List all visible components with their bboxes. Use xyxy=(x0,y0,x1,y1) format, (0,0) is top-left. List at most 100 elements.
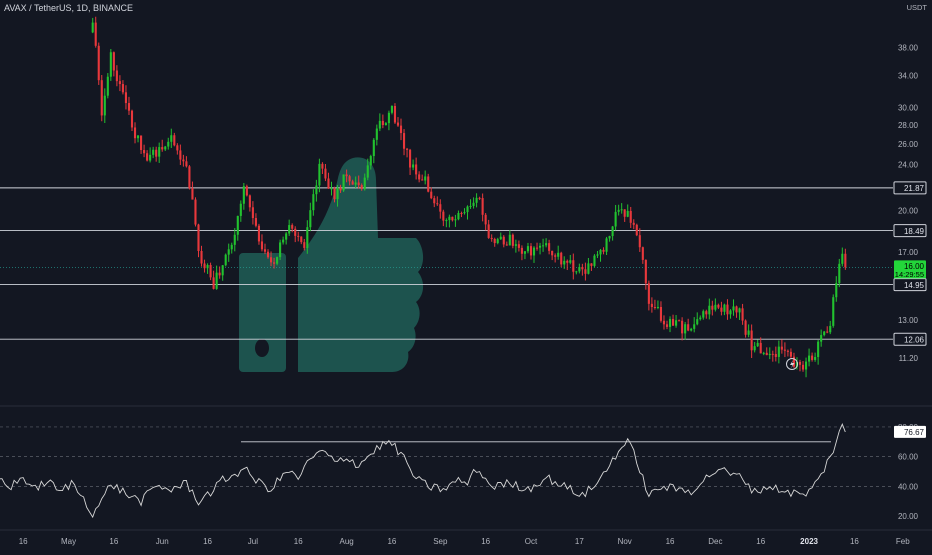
candle-body xyxy=(312,194,315,211)
candle-body xyxy=(671,318,675,326)
candle-body xyxy=(783,349,786,351)
candle-body xyxy=(399,125,403,134)
candle-body xyxy=(490,237,493,239)
candle-body xyxy=(224,254,227,266)
candle-body xyxy=(641,247,644,260)
candle-body xyxy=(402,133,406,149)
candle-body xyxy=(354,182,357,185)
lightning-icon[interactable] xyxy=(786,358,798,370)
candle-body xyxy=(357,182,360,186)
candle-body xyxy=(418,174,421,180)
time-tick-label: 17 xyxy=(575,537,584,546)
candle-body xyxy=(611,226,614,237)
candle-body xyxy=(212,277,215,289)
candle-body xyxy=(203,263,206,269)
time-tick-label: 2023 xyxy=(800,537,818,546)
candle-body xyxy=(263,249,267,252)
candle-body xyxy=(472,202,475,206)
candle-body xyxy=(245,186,248,196)
candle-body xyxy=(451,216,454,221)
candle-body xyxy=(545,243,548,246)
candle-body xyxy=(575,271,578,273)
candle-body xyxy=(457,213,460,220)
level-price-label-box xyxy=(893,181,927,195)
candle-body xyxy=(517,244,520,248)
candle-body xyxy=(351,181,354,185)
candle-body xyxy=(542,245,545,247)
candle-body xyxy=(152,149,155,155)
candle-body xyxy=(514,244,517,246)
candle-body xyxy=(690,328,693,331)
candle-body xyxy=(823,331,826,336)
time-tick-label: Jul xyxy=(248,537,258,546)
candle-body xyxy=(711,305,714,310)
candle-body xyxy=(215,272,218,289)
candle-body xyxy=(460,213,463,215)
price-axis[interactable]: USDT 38.00 34.00 30.00 28.00 26.00 24.00 20.00 1… xyxy=(893,3,927,363)
level-price-label-box xyxy=(893,224,927,238)
candle-body xyxy=(276,257,279,264)
candle-body xyxy=(717,304,720,308)
time-tick-label: 16 xyxy=(756,537,765,546)
candle-body xyxy=(560,252,563,265)
candle-body xyxy=(100,80,103,116)
candle-body xyxy=(112,52,115,71)
price-tick-label: 28.00 xyxy=(898,121,919,130)
candle-body xyxy=(146,153,149,161)
candle-body xyxy=(620,209,623,211)
candle-body xyxy=(430,191,433,199)
candle-body xyxy=(584,269,587,274)
candle-body xyxy=(412,164,415,168)
candle-body xyxy=(505,244,508,246)
candle-body xyxy=(106,76,109,96)
candle-body xyxy=(581,267,584,270)
candle-body xyxy=(372,139,375,157)
candle-body xyxy=(750,330,753,351)
candle-body xyxy=(529,246,533,256)
candle-body xyxy=(427,176,430,192)
candle-body xyxy=(390,105,394,113)
time-tick-label: Nov xyxy=(618,537,632,546)
candle-body xyxy=(478,197,481,199)
candle-body xyxy=(481,198,484,215)
candle-body xyxy=(777,346,780,357)
candle-body xyxy=(841,253,844,264)
candle-body xyxy=(814,357,817,360)
horizontal-levels[interactable] xyxy=(0,187,893,340)
candle-body xyxy=(94,22,97,46)
time-tick-label: Aug xyxy=(339,537,353,546)
candle-body xyxy=(826,331,829,333)
time-tick-label: 16 xyxy=(203,537,212,546)
candle-body xyxy=(844,253,847,268)
candle-body xyxy=(396,122,400,126)
thumbs-up-icon xyxy=(239,157,424,372)
candle-body xyxy=(708,305,711,315)
candle-body xyxy=(735,306,738,313)
price-tick-label: 24.00 xyxy=(898,160,919,169)
candle-body xyxy=(381,120,384,126)
candle-body xyxy=(557,252,560,257)
time-axis[interactable]: 16 May 16 Jun 16 Jul 16 Aug 16 Sep 16 Oct 17 Nov 16 Dec… xyxy=(0,529,932,546)
candle-body xyxy=(538,245,542,248)
candle-body xyxy=(179,150,182,160)
candle-body xyxy=(158,147,161,157)
level-price-label: 18.49 xyxy=(904,227,925,236)
candle-body xyxy=(254,218,257,226)
candle-body xyxy=(566,260,569,263)
candle-body xyxy=(623,209,626,217)
candle-body xyxy=(804,361,808,370)
candle-body xyxy=(406,148,409,150)
candle-body xyxy=(756,342,759,347)
time-tick-label: 16 xyxy=(666,537,675,546)
candle-body xyxy=(167,141,170,147)
candle-body xyxy=(720,307,723,312)
candle-body xyxy=(774,353,777,357)
candle-body xyxy=(808,355,811,362)
candle-body xyxy=(502,236,505,245)
candle-body xyxy=(687,324,690,331)
candle-body xyxy=(792,356,796,367)
price-tick-label: 26.00 xyxy=(898,140,919,149)
price-tick-label: 11.20 xyxy=(899,354,919,363)
